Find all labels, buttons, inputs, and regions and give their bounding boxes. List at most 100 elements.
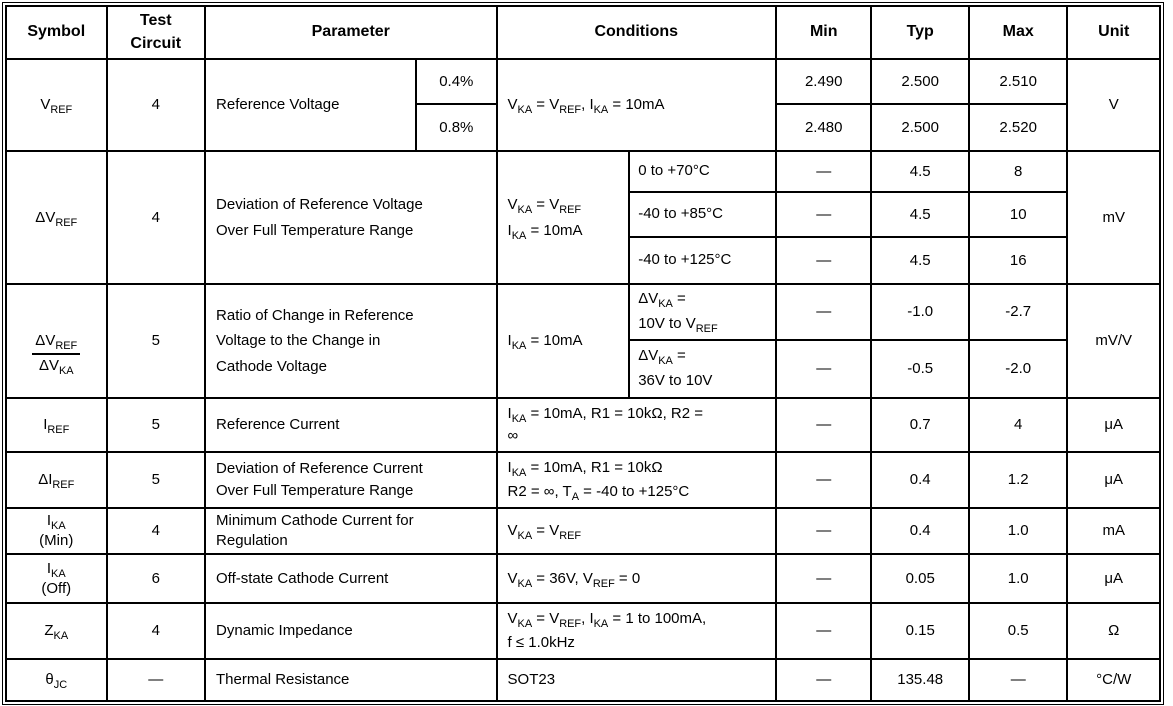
diref-parameter: Deviation of Reference Current Over Full…: [204, 450, 498, 509]
col-header-unit: Unit: [1066, 5, 1161, 60]
dvref-dvka-symbol: ΔVREF ΔVKA: [5, 283, 108, 399]
zka-symbol: ZKA: [5, 602, 108, 660]
row-dvref-a: ΔVREF 4 Deviation of Reference Voltage O…: [5, 150, 1161, 285]
row-ika-off: IKA (Off) 6 Off-state Cathode Current VK…: [5, 553, 1161, 604]
row-diref: ΔIREF 5 Deviation of Reference Current O…: [5, 450, 1161, 509]
dvref-dvka-numerator: ΔVREF: [32, 331, 81, 355]
dvref-dvka-a-typ: -1.0: [870, 283, 970, 341]
dvref-c-typ: 4.5: [870, 236, 970, 285]
dvref-dvka-b-condition: ΔVKA = 36V to 10V: [628, 338, 777, 399]
vref-a-typ: 2.500: [870, 58, 970, 105]
ika-min-parameter: Minimum Cathode Current for Regulation: [204, 506, 498, 555]
zka-max: 0.5: [967, 602, 1069, 660]
dvref-dvka-a-condition: ΔVKA = 10V to VREF: [628, 283, 777, 341]
ika-min-typ: 0.4: [870, 506, 970, 555]
diref-conditions: IKA = 10mA, R1 = 10kΩ R2 = ∞, TA = -40 t…: [495, 450, 777, 509]
diref-test-circuit: 5: [105, 450, 207, 509]
iref-symbol: IREF: [5, 396, 108, 453]
zka-min: —: [774, 602, 873, 660]
dvref-b-temp-range: -40 to +85°C: [628, 191, 777, 238]
row-dvref-dvka-a: ΔVREF ΔVKA 5 Ratio of Change in Referenc…: [5, 283, 1161, 399]
dvref-c-min: —: [774, 236, 873, 285]
dvref-dvka-fraction: ΔVREF ΔVKA: [32, 331, 81, 377]
dvref-a-max: 8: [967, 150, 1069, 193]
iref-conditions: IKA = 10mA, R1 = 10kΩ, R2 = ∞: [495, 396, 777, 453]
dvref-dvka-parameter: Ratio of Change in Reference Voltage to …: [204, 283, 498, 399]
iref-unit: μA: [1066, 396, 1161, 453]
vref-a-max: 2.510: [967, 58, 1069, 105]
col-header-conditions: Conditions: [495, 5, 777, 60]
dvref-b-typ: 4.5: [870, 191, 970, 238]
zka-typ: 0.15: [870, 602, 970, 660]
vref-unit: V: [1066, 58, 1161, 152]
col-header-max: Max: [967, 5, 1069, 60]
theta-jc-unit: °C/W: [1066, 658, 1161, 702]
col-header-parameter: Parameter: [204, 5, 498, 60]
col-header-symbol: Symbol: [5, 5, 108, 60]
vref-parameter: Reference Voltage: [204, 58, 418, 152]
ika-off-min: —: [774, 553, 873, 604]
zka-parameter: Dynamic Impedance: [204, 602, 498, 660]
row-vref-a: VREF 4 Reference Voltage 0.4% VKA = VREF…: [5, 58, 1161, 152]
diref-min: —: [774, 450, 873, 509]
dvref-c-temp-range: -40 to +125°C: [628, 236, 777, 285]
diref-max: 1.2: [967, 450, 1069, 509]
iref-min: —: [774, 396, 873, 453]
vref-b-max: 2.520: [967, 103, 1069, 152]
dvref-dvka-b-typ: -0.5: [870, 338, 970, 399]
ika-off-symbol: IKA (Off): [5, 553, 108, 604]
dvref-dvka-a-min: —: [774, 283, 873, 341]
diref-unit: μA: [1066, 450, 1161, 509]
vref-conditions: VKA = VREF, IKA = 10mA: [495, 58, 777, 152]
ika-off-test-circuit: 6: [105, 553, 207, 604]
dvref-c-max: 16: [967, 236, 1069, 285]
theta-jc-symbol: θJC: [5, 658, 108, 702]
row-dvref-c: -40 to +125°C — 4.5 16: [6, 236, 1160, 285]
dvref-a-typ: 4.5: [870, 150, 970, 193]
dvref-test-circuit: 4: [105, 150, 207, 285]
vref-b-min: 2.480: [774, 103, 873, 152]
col-header-typ: Typ: [870, 5, 970, 60]
dvref-dvka-denominator: ΔVKA: [38, 356, 74, 377]
table-header-row: Symbol Test Circuit Parameter Conditions…: [5, 5, 1161, 60]
ika-min-max: 1.0: [967, 506, 1069, 555]
dvref-dvka-unit: mV/V: [1066, 283, 1161, 399]
row-vref-b: 0.8% 2.480 2.500 2.520: [6, 103, 1160, 152]
dvref-dvka-b-max: -2.0: [967, 338, 1069, 399]
theta-jc-min: —: [774, 658, 873, 702]
vref-test-circuit: 4: [105, 58, 207, 152]
zka-conditions: VKA = VREF, IKA = 1 to 100mA, f ≤ 1.0kHz: [495, 602, 777, 660]
col-header-min: Min: [774, 5, 873, 60]
iref-test-circuit: 5: [105, 396, 207, 453]
dvref-parameter: Deviation of Reference Voltage Over Full…: [204, 150, 498, 285]
row-ika-min: IKA (Min) 4 Minimum Cathode Current for …: [5, 506, 1161, 555]
iref-parameter: Reference Current: [204, 396, 498, 453]
diref-typ: 0.4: [870, 450, 970, 509]
iref-typ: 0.7: [870, 396, 970, 453]
dvref-symbol: ΔVREF: [5, 150, 108, 285]
dvref-conditions: VKA = VREF IKA = 10mA: [495, 150, 631, 285]
col-header-test-circuit: Test Circuit: [105, 5, 207, 60]
zka-unit: Ω: [1066, 602, 1161, 660]
dvref-dvka-conditions: IKA = 10mA: [495, 283, 631, 399]
row-theta-jc: θJC — Thermal Resistance SOT23 — 135.48 …: [5, 658, 1161, 702]
ika-min-unit: mA: [1066, 506, 1161, 555]
dvref-dvka-b-min: —: [774, 338, 873, 399]
vref-a-min: 2.490: [774, 58, 873, 105]
row-dvref-dvka-b: ΔVKA = 36V to 10V — -0.5 -2.0: [6, 338, 1160, 399]
iref-max: 4: [967, 396, 1069, 453]
vref-b-typ: 2.500: [870, 103, 970, 152]
theta-jc-test-circuit: —: [105, 658, 207, 702]
vref-tolerance-04: 0.4%: [415, 58, 498, 105]
dvref-dvka-test-circuit: 5: [105, 283, 207, 399]
dvref-dvka-a-max: -2.7: [967, 283, 1069, 341]
dvref-unit: mV: [1066, 150, 1161, 285]
electrical-characteristics-table: Symbol Test Circuit Parameter Conditions…: [5, 5, 1161, 702]
theta-jc-parameter: Thermal Resistance: [204, 658, 498, 702]
theta-jc-conditions: SOT23: [495, 658, 777, 702]
ika-off-unit: μA: [1066, 553, 1161, 604]
ika-off-typ: 0.05: [870, 553, 970, 604]
theta-jc-max: —: [967, 658, 1069, 702]
row-dvref-b: -40 to +85°C — 4.5 10: [6, 191, 1160, 238]
